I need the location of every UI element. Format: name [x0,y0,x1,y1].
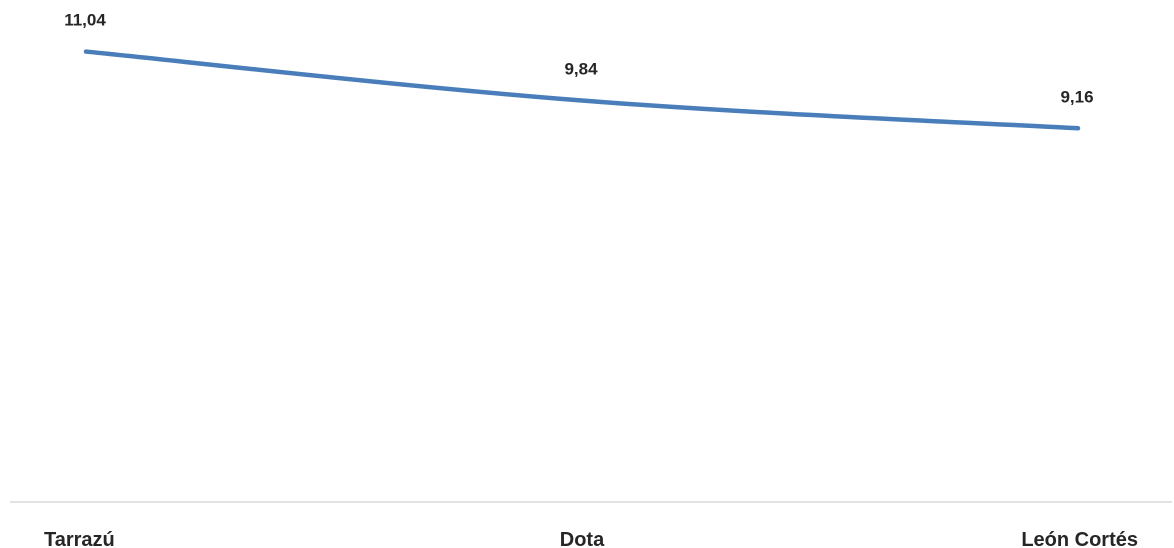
x-tick-label-layer: Tarrazú Dota León Cortés [44,529,1138,548]
data-label-1: 9,84 [564,60,598,79]
data-label-0: 11,04 [64,11,106,30]
series-layer [83,49,1081,131]
data-point-0 [84,49,88,54]
data-label-layer: 11,04 9,84 9,16 [64,11,1093,107]
data-point-1 [580,98,584,103]
x-tick-label-1: Dota [560,529,605,548]
data-label-2: 9,16 [1060,87,1093,106]
data-point-2 [1076,126,1080,131]
x-tick-label-0: Tarrazú [44,529,115,548]
x-tick-label-2: León Cortés [1021,529,1138,548]
